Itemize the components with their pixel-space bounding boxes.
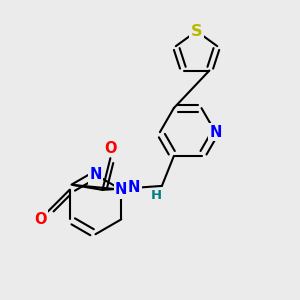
Text: S: S bbox=[191, 24, 202, 39]
Text: N: N bbox=[128, 180, 140, 195]
Text: N: N bbox=[115, 182, 128, 197]
Text: N: N bbox=[209, 125, 222, 140]
Text: O: O bbox=[104, 141, 117, 156]
Text: O: O bbox=[34, 212, 46, 227]
Text: N: N bbox=[89, 167, 102, 182]
Text: H: H bbox=[150, 189, 161, 202]
